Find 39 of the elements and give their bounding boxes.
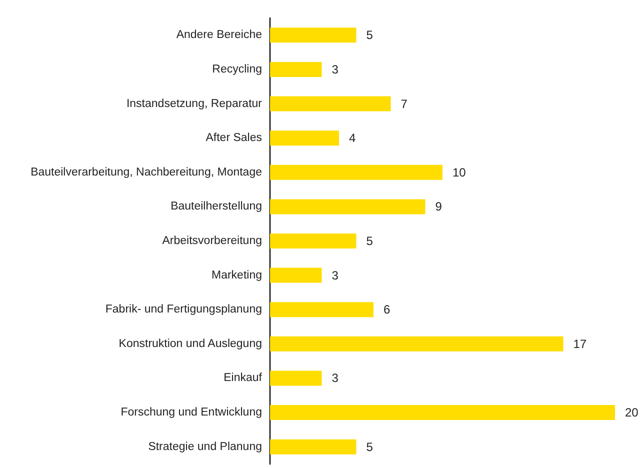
y-tick-label: Forschung und Entwicklung: [120, 406, 262, 419]
bar: [270, 405, 615, 420]
bar: [270, 234, 356, 248]
data-label: 3: [332, 62, 339, 76]
y-tick-label: Instandsetzung, Reparatur: [126, 98, 262, 110]
bar: [270, 199, 426, 214]
data-label: 20: [625, 406, 639, 420]
bar: [270, 439, 356, 454]
bar: [270, 28, 356, 43]
data-label: 3: [332, 371, 339, 386]
y-tick-label: After Sales: [206, 132, 262, 144]
y-tick-label: Marketing: [212, 269, 262, 282]
bar: [270, 336, 564, 352]
data-label: 5: [366, 440, 374, 454]
data-label: 5: [366, 234, 374, 248]
y-tick-label: Andere Bereiche: [176, 29, 262, 42]
data-label: 7: [400, 96, 408, 111]
bar: [270, 164, 442, 180]
data-label: 10: [452, 165, 466, 180]
y-tick-label: Bauteilherstellung: [170, 200, 262, 213]
bar: [270, 302, 374, 318]
y-tick-label: Einkauf: [224, 372, 263, 384]
data-label: 9: [435, 200, 442, 214]
data-label: 6: [384, 302, 390, 317]
bar: [270, 370, 322, 386]
y-tick-label: Fabrik- und Fertigungsplanung: [105, 304, 262, 316]
data-label: 3: [332, 268, 339, 282]
bar: [270, 96, 391, 112]
bar: [270, 130, 339, 146]
data-label: 4: [349, 131, 356, 146]
data-label: 17: [573, 336, 587, 351]
bar: [270, 62, 322, 77]
y-tick-label: Konstruktion und Auslegung: [118, 338, 262, 350]
y-tick-label: Bauteilverarbeitung, Nachbereitung, Montage: [30, 166, 262, 178]
y-tick-label: Strategie und Planung: [148, 440, 262, 453]
y-tick-label: Recycling: [212, 63, 262, 76]
bar: [270, 268, 322, 283]
y-tick-label: Arbeitsvorbereitung: [162, 235, 262, 247]
data-label: 5: [366, 28, 374, 42]
